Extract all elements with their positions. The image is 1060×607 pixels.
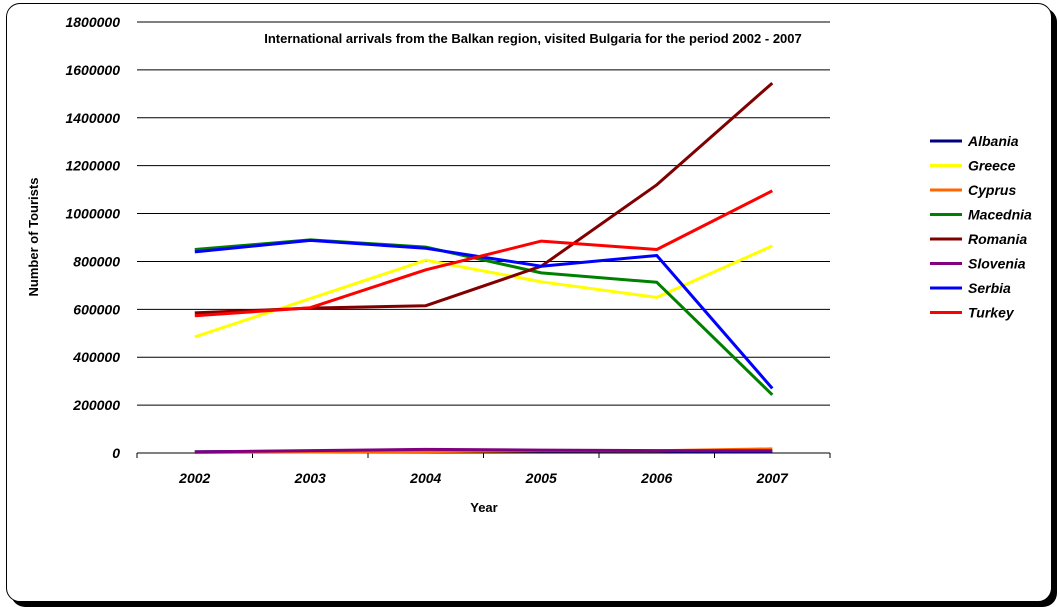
x-tick-label: 2004 [409,470,441,486]
y-tick-label: 1200000 [65,158,120,174]
series-line-serbia [194,238,774,390]
x-tick-label: 2007 [756,470,789,486]
legend-label: Romania [968,231,1027,247]
legend-label: Turkey [968,305,1015,321]
chart-frame [6,3,1052,602]
series-lines [194,81,774,454]
x-tick-label: 2003 [294,470,326,486]
x-axis-title: Year [470,500,497,515]
x-tick-label: 2002 [178,470,210,486]
y-axis-title: Number of Tourists [26,178,41,297]
legend-label: Cyprus [968,182,1016,198]
y-tick-label: 600000 [73,301,120,317]
y-tick-label: 0 [112,445,120,461]
legend: Albania Greece Cyprus Macednia Romania Sloven… [930,133,1032,321]
y-tick-label: 200000 [72,397,120,413]
legend-label: Albania [967,133,1019,149]
axes: 0 200000 400000 600000 800000 1000000 1200000 1… [65,14,831,486]
x-tick-label: 2005 [525,470,557,486]
y-tick-label: 1000000 [65,206,120,222]
y-tick-label: 1800000 [65,14,120,30]
legend-label: Macednia [968,207,1032,223]
y-tick-label: 400000 [72,349,120,365]
x-tick-label: 2006 [640,470,672,486]
y-tick-label: 1400000 [65,110,120,126]
legend-label: Slovenia [968,256,1026,272]
series-line-macednia [194,238,774,396]
y-tick-label: 800000 [73,253,120,269]
y-tick-label: 1600000 [65,62,120,78]
series-line-greece [194,244,773,339]
chart-title: International arrivals from the Balkan r… [264,31,802,46]
series-line-slovenia [194,447,773,454]
series-line-turkey [194,189,773,318]
legend-label: Serbia [968,280,1011,296]
legend-label: Greece [968,158,1016,174]
gridlines [137,21,830,406]
